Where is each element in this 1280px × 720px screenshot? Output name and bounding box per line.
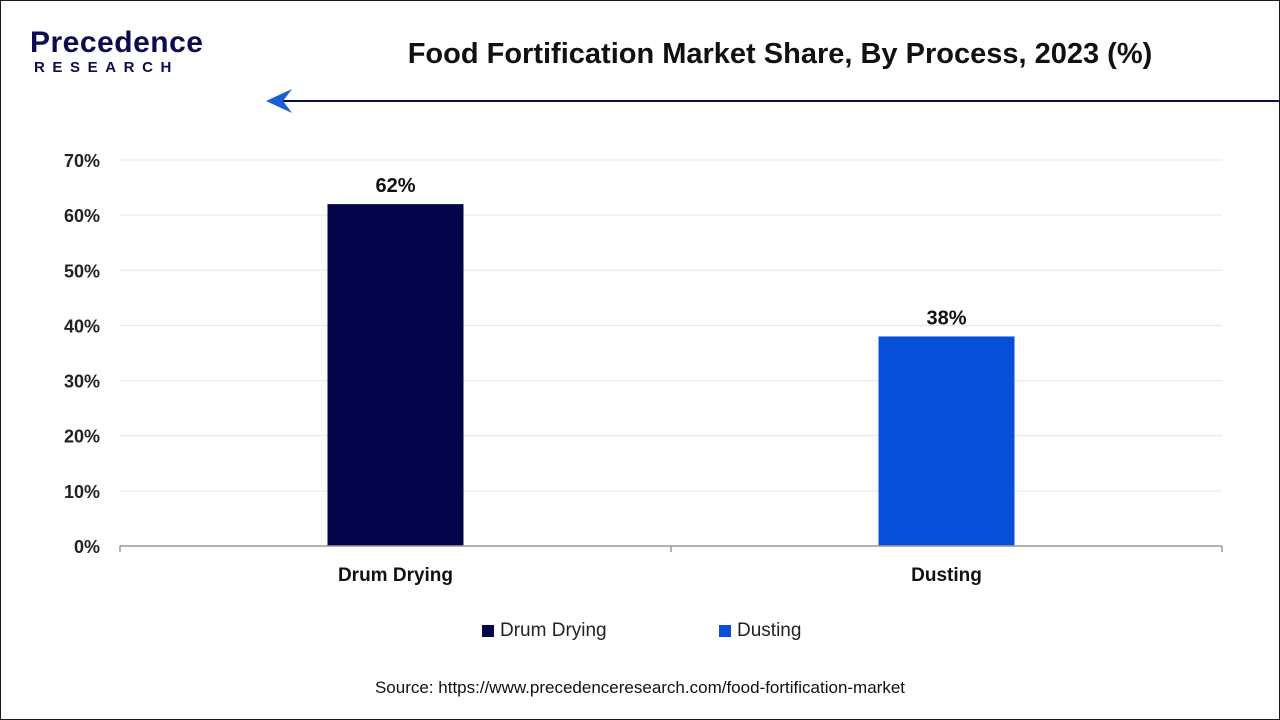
bars: 62% 38%	[327, 175, 1015, 546]
x-tick-label: Drum Drying	[338, 565, 453, 586]
y-tick-label: 40%	[64, 316, 100, 336]
logo-wordmark: Precedence	[30, 26, 204, 59]
legend-item-drum-drying: Drum Drying	[482, 619, 607, 643]
bar-chart: 0% 10% 20% 30% 40% 50% 60% 70% 62% 38% Drum Dryi…	[64, 151, 1223, 586]
y-axis-ticks: 0% 10% 20% 30% 40% 50% 60% 70%	[64, 151, 100, 557]
legend-swatch-dusting	[719, 625, 731, 637]
legend-label-drum-drying: Drum Drying	[500, 620, 607, 641]
data-label: 38%	[926, 307, 966, 329]
x-axis	[119, 545, 1223, 552]
source-note: Source: https://www.precedenceresearch.c…	[374, 678, 906, 697]
gridlines	[120, 159, 1222, 492]
y-tick-label: 0%	[74, 537, 100, 557]
chart-legend: Drum Drying Dusting	[0, 619, 1280, 643]
x-axis-labels: Drum Drying Dusting	[338, 565, 982, 586]
y-tick-label: 20%	[64, 427, 100, 447]
legend-label-dusting: Dusting	[737, 620, 802, 641]
logo-subtitle: RESEARCH	[34, 59, 179, 76]
y-tick-label: 70%	[64, 151, 100, 171]
header-arrow-rule	[266, 89, 1280, 113]
legend-item-dusting: Dusting	[719, 619, 801, 643]
y-tick-label: 30%	[64, 372, 100, 392]
legend-swatch-drum-drying	[482, 625, 494, 637]
chart-title: Food Fortification Market Share, By Proc…	[407, 38, 1153, 70]
arrow-left-icon	[266, 89, 292, 113]
y-tick-label: 50%	[64, 261, 100, 281]
bar-dusting	[878, 336, 1015, 546]
y-tick-label: 10%	[64, 482, 100, 502]
data-label: 62%	[375, 175, 415, 197]
bar-drum-drying	[327, 204, 464, 546]
x-tick-label: Dusting	[911, 565, 982, 586]
y-tick-label: 60%	[64, 206, 100, 226]
precedence-research-logo: Precedence RESEARCH	[30, 26, 230, 82]
